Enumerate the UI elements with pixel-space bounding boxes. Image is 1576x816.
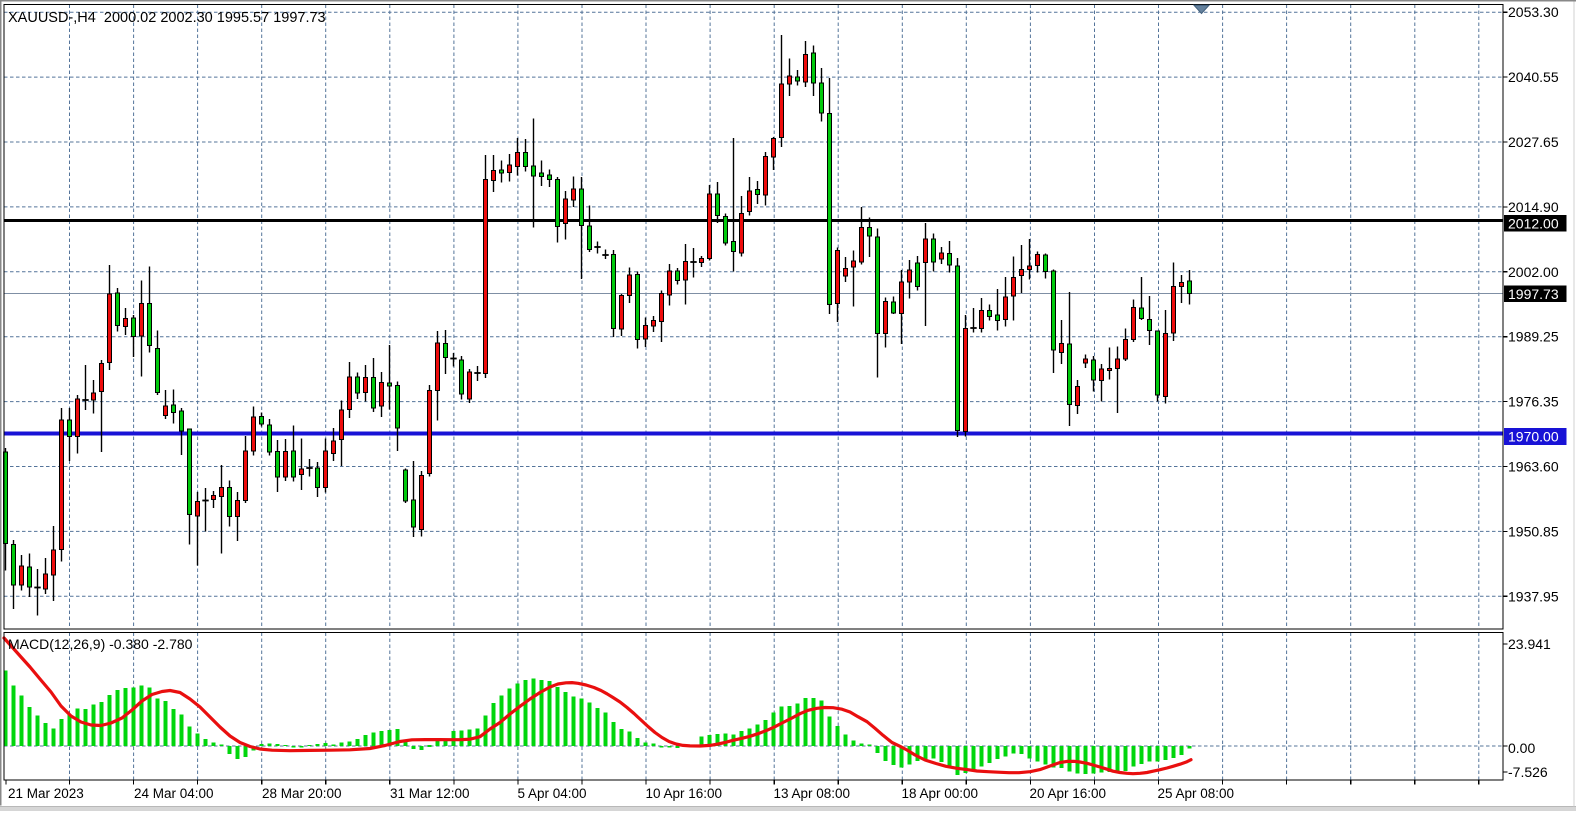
svg-text:2027.65: 2027.65 [1508, 134, 1559, 150]
svg-text:1937.95: 1937.95 [1508, 588, 1559, 604]
svg-text:1963.60: 1963.60 [1508, 459, 1559, 475]
svg-text:1976.35: 1976.35 [1508, 394, 1559, 410]
svg-text:1989.25: 1989.25 [1508, 329, 1559, 345]
svg-text:1997.73: 1997.73 [1508, 286, 1559, 302]
svg-text:24 Mar 04:00: 24 Mar 04:00 [134, 786, 214, 801]
svg-text:31 Mar 12:00: 31 Mar 12:00 [390, 786, 470, 801]
svg-text:0.00: 0.00 [1508, 740, 1535, 756]
svg-text:2053.30: 2053.30 [1508, 4, 1559, 20]
svg-text:2012.00: 2012.00 [1508, 216, 1559, 232]
svg-text:20 Apr 16:00: 20 Apr 16:00 [1030, 786, 1107, 801]
svg-text:MACD(12,26,9) -0.380 -2.780: MACD(12,26,9) -0.380 -2.780 [8, 636, 193, 652]
svg-text:1970.00: 1970.00 [1508, 429, 1559, 445]
svg-text:XAUUSD-,H4 2000.02 2002.30 19: XAUUSD-,H4 2000.02 2002.30 1995.57 1997.… [8, 10, 326, 26]
svg-text:25 Apr 08:00: 25 Apr 08:00 [1158, 786, 1235, 801]
svg-text:13 Apr 08:00: 13 Apr 08:00 [774, 786, 851, 801]
svg-text:2040.55: 2040.55 [1508, 69, 1559, 85]
svg-text:21 Mar 2023: 21 Mar 2023 [8, 786, 84, 801]
svg-text:23.941: 23.941 [1508, 636, 1551, 652]
svg-text:18 Apr 00:00: 18 Apr 00:00 [902, 786, 979, 801]
svg-text:2002.00: 2002.00 [1508, 264, 1559, 280]
svg-text:-7.526: -7.526 [1508, 764, 1548, 780]
svg-text:1950.85: 1950.85 [1508, 523, 1559, 539]
svg-text:5 Apr 04:00: 5 Apr 04:00 [518, 786, 587, 801]
svg-text:2014.90: 2014.90 [1508, 199, 1559, 215]
svg-text:10 Apr 16:00: 10 Apr 16:00 [646, 786, 723, 801]
svg-text:28 Mar 20:00: 28 Mar 20:00 [262, 786, 342, 801]
